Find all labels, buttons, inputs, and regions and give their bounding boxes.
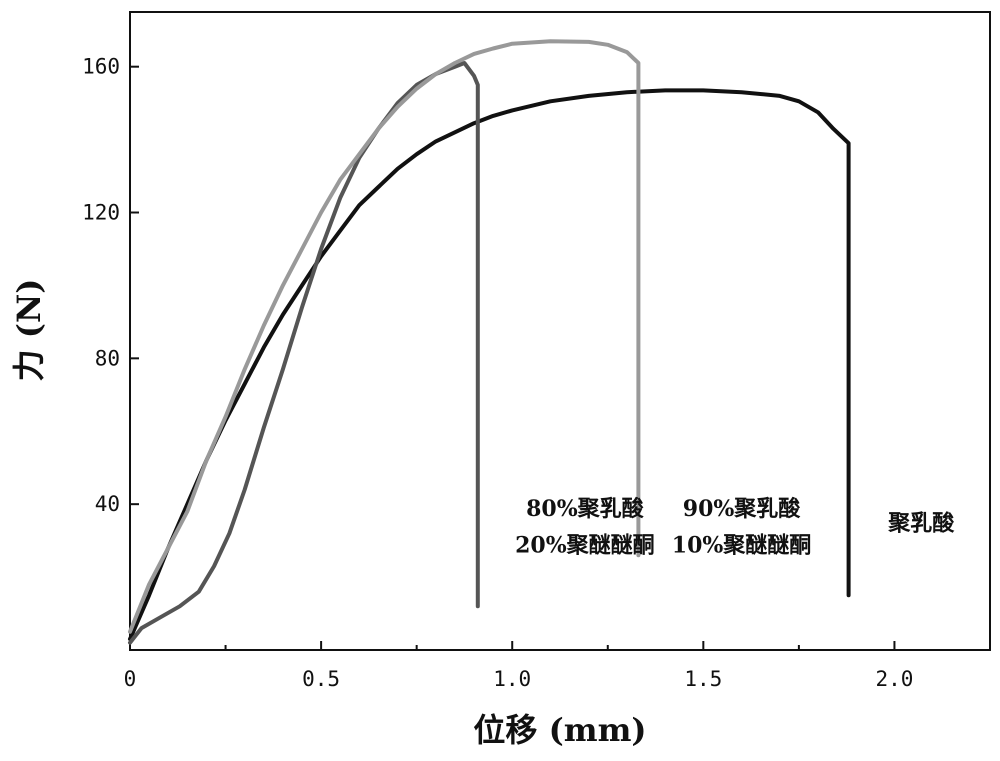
x-tick-label: 1.0: [493, 667, 531, 691]
x-tick-label: 1.5: [684, 667, 722, 691]
series-annotation-text: 聚乳酸: [887, 510, 955, 536]
series-annotation-text: 80%聚乳酸: [526, 496, 645, 522]
x-tick-label: 0.5: [302, 667, 340, 691]
y-axis-title: 力 (N): [10, 279, 48, 382]
x-tick-label: 2.0: [875, 667, 913, 691]
y-tick-label: 40: [95, 492, 120, 516]
x-axis-ticks: 0 0.5 1.0 1.5 2.0: [124, 641, 914, 691]
y-tick-label: 160: [82, 55, 120, 79]
series-annotation-text: 20%聚醚醚酮: [515, 532, 655, 558]
y-tick-label: 80: [95, 346, 120, 370]
y-tick-label: 120: [82, 201, 120, 225]
x-axis-title: 位移 (mm): [473, 711, 646, 749]
series-annotation-text: 10%聚醚醚酮: [672, 532, 812, 558]
series-annotations: 80%聚乳酸 20%聚醚醚酮 90%聚乳酸 10%聚醚醚酮 聚乳酸: [515, 496, 955, 558]
series-annotation-text: 90%聚乳酸: [683, 496, 802, 522]
x-tick-label: 0: [124, 667, 137, 691]
